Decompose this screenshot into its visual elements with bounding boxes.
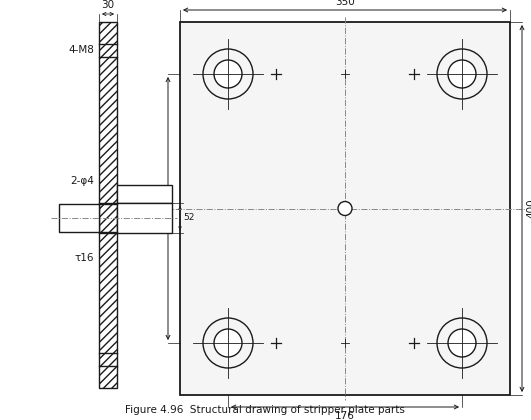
Circle shape bbox=[214, 329, 242, 357]
Circle shape bbox=[338, 202, 352, 215]
Text: Figure 4.96  Structural drawing of stripper plate parts: Figure 4.96 Structural drawing of stripp… bbox=[125, 405, 405, 415]
Circle shape bbox=[203, 49, 253, 99]
Text: τ16: τ16 bbox=[74, 253, 94, 263]
Bar bbox=[117, 203, 172, 233]
Text: 324: 324 bbox=[154, 199, 164, 218]
Bar bbox=[59, 204, 99, 232]
Polygon shape bbox=[117, 185, 172, 203]
Circle shape bbox=[448, 329, 476, 357]
Text: 30: 30 bbox=[101, 0, 115, 10]
Bar bbox=[180, 22, 510, 395]
Circle shape bbox=[437, 49, 487, 99]
Text: 4-M8: 4-M8 bbox=[68, 45, 94, 55]
Text: 8°: 8° bbox=[121, 188, 131, 197]
Text: 52: 52 bbox=[183, 213, 194, 223]
Circle shape bbox=[437, 318, 487, 368]
Circle shape bbox=[203, 318, 253, 368]
Bar bbox=[99, 22, 117, 388]
Text: 2-φ4: 2-φ4 bbox=[70, 176, 94, 186]
Bar bbox=[99, 22, 117, 388]
Text: 176: 176 bbox=[335, 411, 355, 420]
Text: 400: 400 bbox=[526, 199, 531, 218]
Bar bbox=[117, 203, 172, 233]
Bar bbox=[59, 204, 99, 232]
Circle shape bbox=[448, 60, 476, 88]
Text: 350: 350 bbox=[335, 0, 355, 7]
Circle shape bbox=[214, 60, 242, 88]
